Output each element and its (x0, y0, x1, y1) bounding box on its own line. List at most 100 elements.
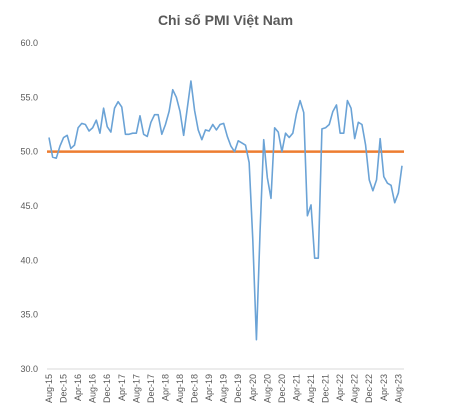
pmi-point (59, 145, 61, 147)
x-tick-label: Dec-15 (59, 374, 69, 403)
pmi-point (125, 133, 127, 135)
pmi-point (277, 131, 279, 133)
pmi-point (354, 138, 356, 140)
pmi-series-line (48, 80, 403, 341)
x-tick-label: Dec-17 (146, 374, 156, 403)
pmi-point (332, 111, 334, 113)
pmi-point (368, 179, 370, 181)
pmi-point (387, 182, 389, 184)
pmi-point (205, 129, 207, 131)
pmi-point (216, 129, 218, 131)
pmi-point (143, 133, 145, 135)
x-tick-label: Apr-20 (248, 374, 258, 401)
pmi-point (52, 156, 54, 158)
pmi-point (390, 185, 392, 187)
x-tick-label: Aug-15 (44, 374, 54, 403)
pmi-point (379, 138, 381, 140)
x-tick-label: Apr-19 (204, 374, 214, 401)
pmi-point (77, 127, 79, 129)
pmi-point (208, 130, 210, 132)
pmi-point (66, 135, 68, 137)
pmi-point (259, 230, 261, 232)
x-axis: Aug-15 Dec-15 Apr-16 Aug-16 Dec-16 Apr-17 Aug-… (44, 368, 404, 403)
pmi-point (70, 148, 72, 150)
pmi-point (139, 115, 141, 117)
pmi-point (237, 140, 239, 142)
pmi-point (245, 144, 247, 146)
pmi-point (110, 131, 112, 133)
pmi-point (398, 192, 400, 194)
x-tick-label: Apr-16 (73, 374, 83, 401)
x-tick-label: Aug-23 (393, 374, 403, 403)
pmi-point (296, 113, 298, 115)
x-tick-label: Dec-18 (190, 374, 200, 403)
pmi-point (343, 132, 345, 134)
pmi-point (336, 104, 338, 106)
pmi-point (227, 136, 229, 138)
pmi-point (172, 89, 174, 91)
pmi-point (299, 100, 301, 102)
pmi-point (165, 124, 167, 126)
x-tick-label: Apr-21 (291, 374, 301, 401)
pmi-point (314, 257, 316, 259)
pmi-point (401, 165, 403, 167)
y-tick-label: 50.0 (20, 147, 38, 157)
x-tick-label: Dec-16 (102, 374, 112, 403)
pmi-point (88, 130, 90, 132)
pmi-point (347, 100, 349, 102)
pmi-point (252, 239, 254, 241)
y-axis-labels: 60.0 55.0 50.0 45.0 40.0 35.0 30.0 (20, 38, 38, 374)
x-tick-label: Dec-22 (364, 374, 374, 403)
pmi-point (350, 107, 352, 109)
pmi-point (74, 144, 76, 146)
pmi-point (383, 176, 385, 178)
pmi-point (183, 135, 185, 137)
x-tick-label: Aug-17 (131, 374, 141, 403)
pmi-point (190, 80, 192, 82)
pmi-point (150, 122, 152, 124)
pmi-point (241, 142, 243, 144)
x-tick-label: Aug-16 (88, 374, 98, 403)
pmi-point (285, 132, 287, 134)
pmi-point (161, 133, 163, 135)
y-tick-label: 55.0 (20, 92, 38, 102)
x-tick-label: Aug-22 (350, 374, 360, 403)
pmi-point (307, 215, 309, 217)
pmi-point (212, 124, 214, 126)
pmi-point (197, 129, 199, 131)
x-tick-label: Dec-21 (321, 374, 331, 403)
pmi-point (328, 124, 330, 126)
pmi-point (121, 106, 123, 108)
pmi-point (117, 101, 119, 103)
pmi-point (292, 132, 294, 134)
pmi-point (55, 157, 57, 159)
pmi-point (179, 111, 181, 113)
pmi-point (132, 132, 134, 134)
pmi-point (219, 124, 221, 126)
pmi-point (318, 257, 320, 259)
pmi-point (81, 123, 83, 125)
series-group (48, 80, 403, 341)
pmi-point (303, 112, 305, 114)
chart-title: Chi số PMI Việt Nam (157, 12, 294, 28)
y-tick-label: 40.0 (20, 255, 38, 265)
pmi-point (92, 127, 94, 129)
pmi-point (394, 202, 396, 204)
pmi-point (106, 126, 108, 128)
pmi-point (358, 122, 360, 124)
pmi-point (114, 107, 116, 109)
pmi-point (256, 339, 258, 341)
pmi-point (288, 137, 290, 139)
pmi-point (154, 114, 156, 116)
pmi-point (96, 119, 98, 121)
pmi-point (230, 145, 232, 147)
pmi-point (136, 132, 138, 134)
pmi-point (99, 132, 101, 134)
pmi-point (361, 124, 363, 126)
x-tick-label: Apr-17 (117, 374, 127, 401)
pmi-point (248, 162, 250, 164)
pmi-point (365, 144, 367, 146)
pmi-point (263, 139, 265, 141)
pmi-point (157, 114, 159, 116)
pmi-point (85, 124, 87, 126)
